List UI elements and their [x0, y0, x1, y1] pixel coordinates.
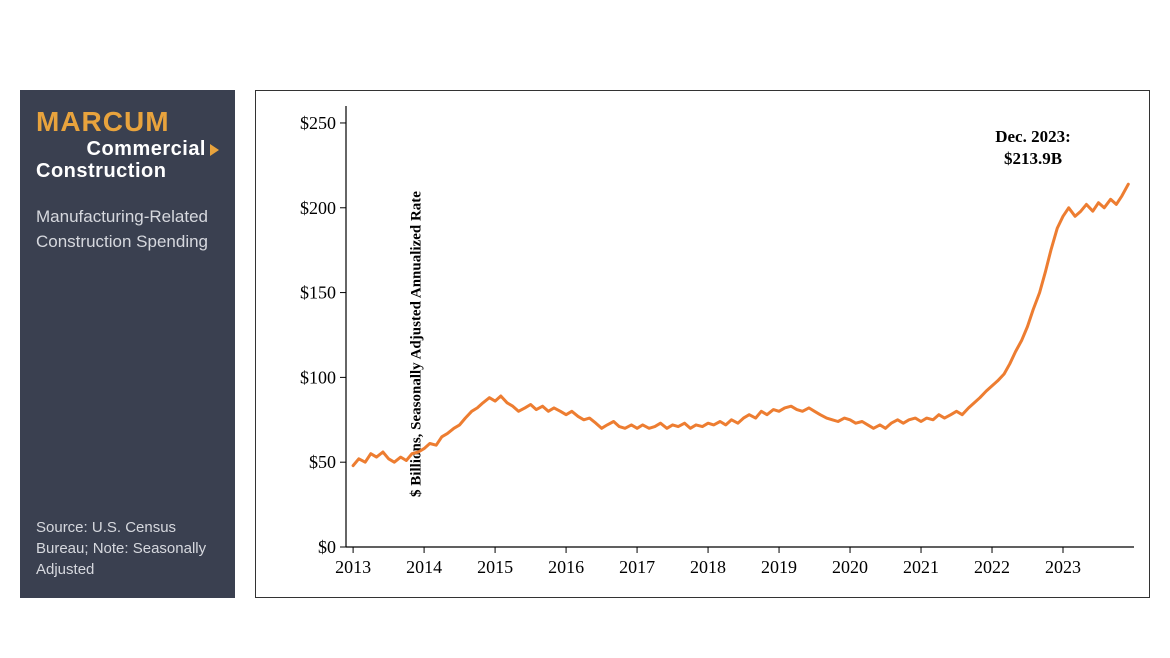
annotation-label: Dec. 2023: $213.9B — [995, 126, 1071, 169]
svg-text:2018: 2018 — [690, 557, 726, 577]
chart-panel: $ Billions, Seasonally Adjusted Annualiz… — [255, 90, 1150, 598]
svg-text:2020: 2020 — [832, 557, 868, 577]
svg-text:2023: 2023 — [1045, 557, 1081, 577]
svg-text:$0: $0 — [318, 537, 336, 557]
brand-line3: Construction — [36, 161, 219, 181]
svg-text:2021: 2021 — [903, 557, 939, 577]
brand-line2-row: Commercial — [36, 138, 219, 161]
svg-text:$250: $250 — [300, 113, 336, 133]
sidebar: MARCUM Commercial Construction Manufactu… — [20, 90, 235, 598]
svg-text:$100: $100 — [300, 367, 336, 387]
svg-text:2014: 2014 — [406, 557, 442, 577]
svg-text:$50: $50 — [309, 452, 336, 472]
svg-text:2022: 2022 — [974, 557, 1010, 577]
svg-text:2017: 2017 — [619, 557, 655, 577]
sidebar-subtitle: Manufacturing-Related Construction Spend… — [36, 205, 219, 254]
brand-block: MARCUM Commercial Construction — [36, 108, 219, 181]
svg-text:2019: 2019 — [761, 557, 797, 577]
svg-text:$200: $200 — [300, 198, 336, 218]
brand-line2: Commercial — [87, 138, 207, 161]
svg-text:$150: $150 — [300, 283, 336, 303]
triangle-icon — [210, 144, 219, 156]
annotation-line1: Dec. 2023: — [995, 127, 1071, 146]
svg-text:2016: 2016 — [548, 557, 584, 577]
page-container: MARCUM Commercial Construction Manufactu… — [20, 90, 1150, 598]
brand-line1: MARCUM — [36, 108, 219, 136]
svg-text:2015: 2015 — [477, 557, 513, 577]
sidebar-source: Source: U.S. Census Bureau; Note: Season… — [36, 517, 219, 580]
annotation-line2: $213.9B — [1004, 149, 1062, 168]
svg-text:2013: 2013 — [335, 557, 371, 577]
